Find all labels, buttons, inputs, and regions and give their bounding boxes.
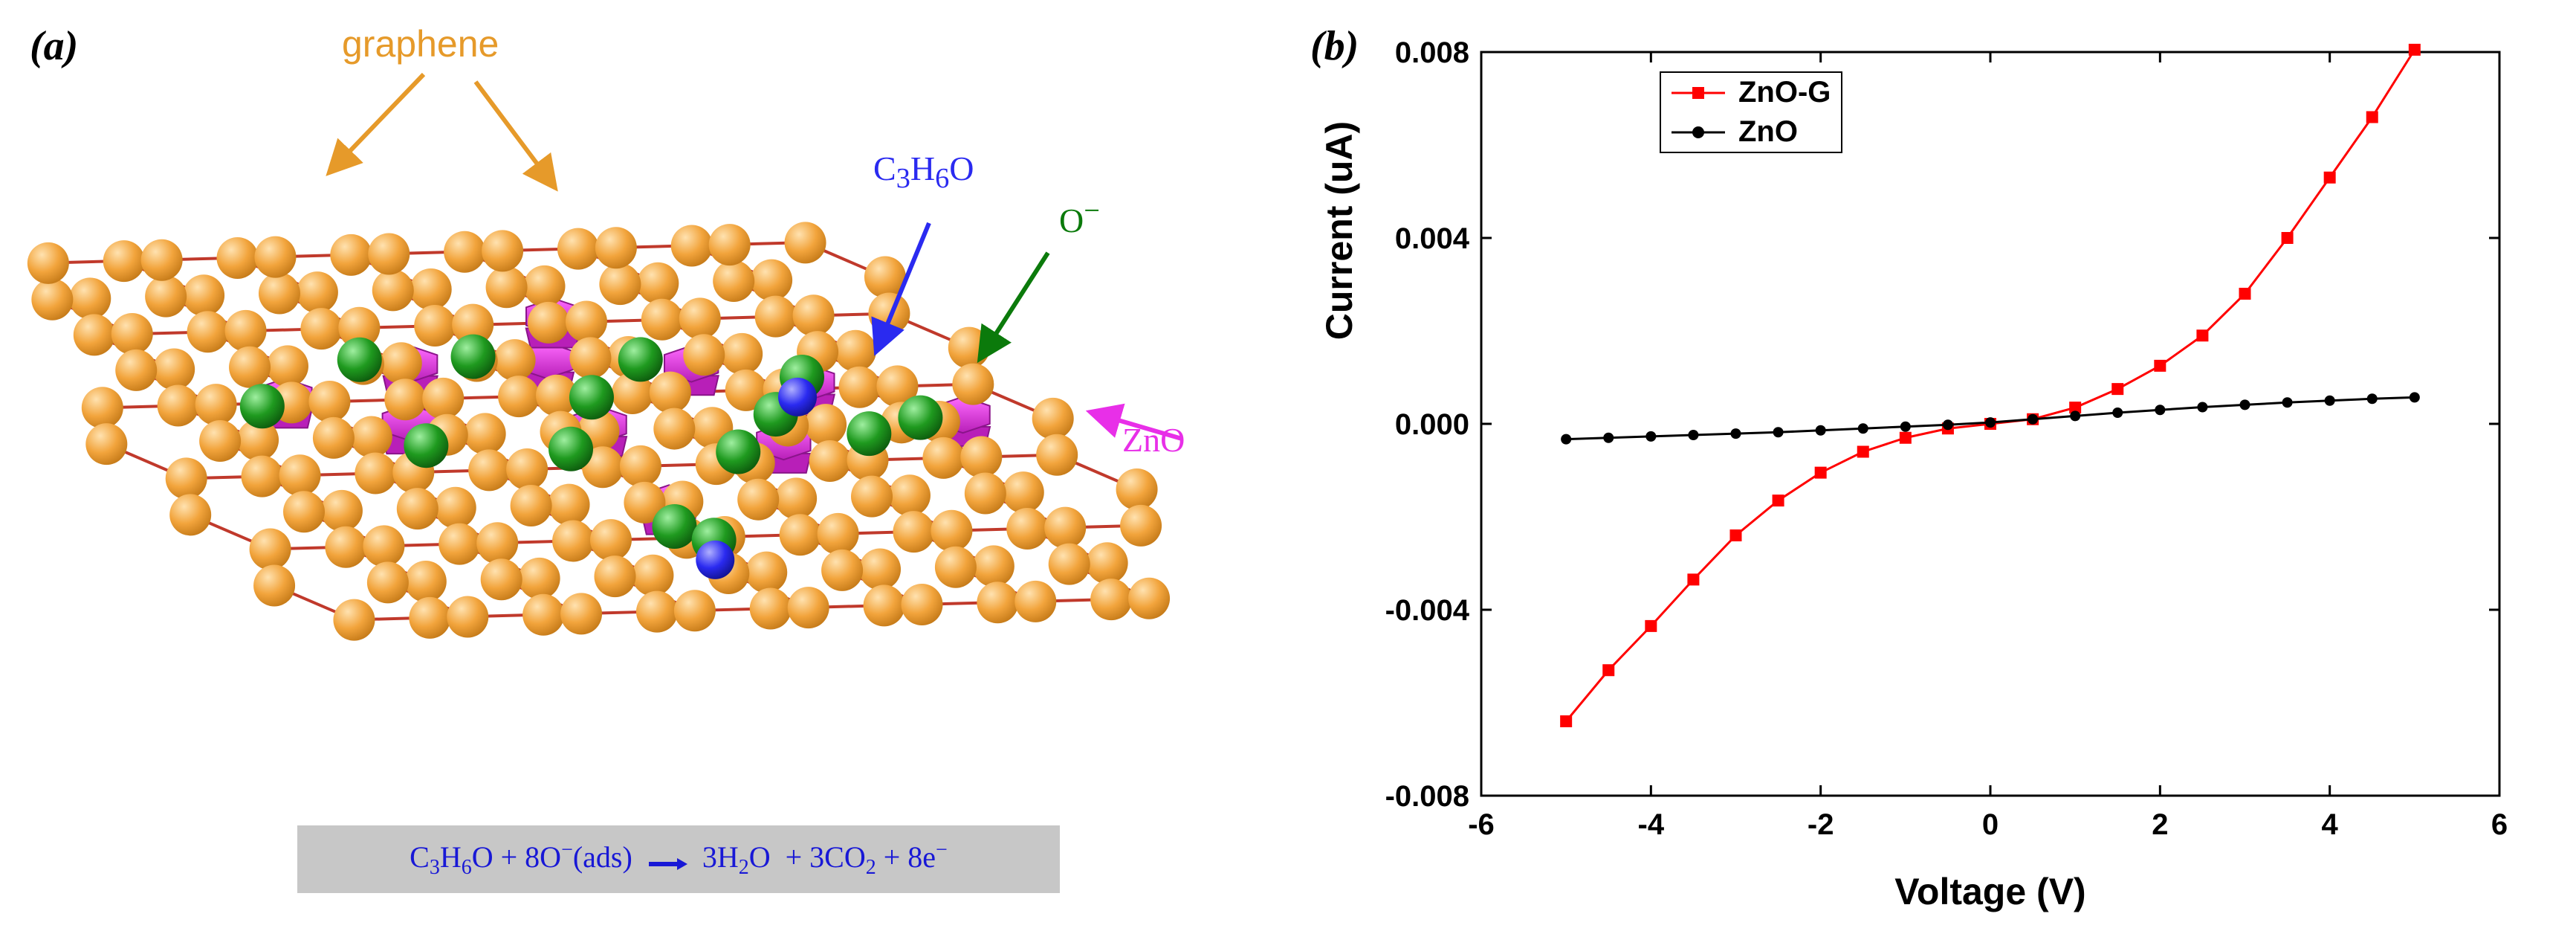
legend-item: ZnO <box>1661 112 1841 152</box>
legend-item: ZnO-G <box>1661 73 1841 112</box>
svg-text:4: 4 <box>2322 808 2339 841</box>
legend-label: ZnO <box>1738 115 1798 149</box>
equation-text: C3H6O + 8O−(ads) 3H2O + 3CO2 + 8e− <box>410 840 948 874</box>
legend: ZnO-G ZnO <box>1660 71 1842 153</box>
svg-text:-6: -6 <box>1468 808 1495 841</box>
chart-wrap: -6 -4 -2 0 2 4 6 -0.008 -0.004 0.000 0.004 0.008 Cu… <box>1288 0 2576 927</box>
figure: (a) graphene C3H6O O− ZnO <box>0 0 2576 927</box>
arrow-graphene-2 <box>476 82 554 186</box>
arrow-o-minus <box>981 253 1048 357</box>
y-axis-label: Current (uA) <box>1318 37 1361 424</box>
svg-text:2: 2 <box>2152 808 2168 841</box>
lattice-nodes <box>27 222 1170 640</box>
equation-box: C3H6O + 8O−(ads) 3H2O + 3CO2 + 8e− <box>297 825 1060 893</box>
svg-text:6: 6 <box>2491 808 2508 841</box>
legend-swatch <box>1669 121 1728 144</box>
x-axis-label: Voltage (V) <box>1481 870 2499 913</box>
svg-text:-0.004: -0.004 <box>1385 594 1470 627</box>
arrow-graphene-1 <box>331 74 424 171</box>
svg-text:0: 0 <box>1982 808 1999 841</box>
panel-a: (a) graphene C3H6O O− ZnO <box>0 0 1288 927</box>
panel-b: (b) -6-4-20246-0.008-0.0040.0000.0040.00… <box>1288 0 2576 927</box>
svg-text:0.008: 0.008 <box>1395 36 1469 69</box>
iv-chart: -6 -4 -2 0 2 4 6 -0.008 -0.004 0.000 0.004 0.008 <box>1288 0 2576 927</box>
svg-text:0.000: 0.000 <box>1395 408 1469 441</box>
svg-text:-4: -4 <box>1638 808 1665 841</box>
svg-text:-0.008: -0.008 <box>1385 780 1469 813</box>
legend-label: ZnO-G <box>1738 76 1831 109</box>
svg-text:0.004: 0.004 <box>1395 222 1470 255</box>
schematic-svg <box>0 0 1288 818</box>
arrow-zno <box>1093 413 1182 439</box>
legend-swatch <box>1669 82 1728 104</box>
svg-text:-2: -2 <box>1808 808 1834 841</box>
